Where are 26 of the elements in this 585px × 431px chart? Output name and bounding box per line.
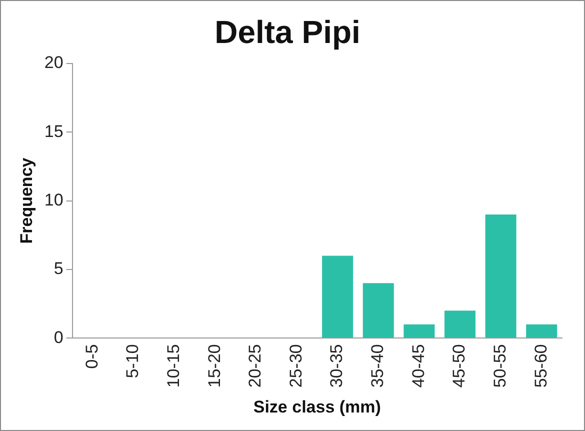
y-axis-title: Frequency [16, 157, 36, 244]
x-tick-label: 35-40 [368, 344, 388, 388]
x-tick-label: 45-50 [450, 344, 469, 388]
bar [485, 214, 516, 338]
x-tick-label: 5-10 [123, 344, 142, 378]
x-tick-label: 50-55 [490, 344, 510, 388]
x-axis-title: Size class (mm) [253, 397, 381, 416]
x-tick-label: 10-15 [164, 344, 184, 388]
y-tick-label: 0 [54, 328, 64, 347]
bar [362, 283, 394, 338]
y-tick-label: 5 [54, 259, 64, 278]
bar [444, 310, 476, 338]
y-tick-label: 20 [44, 53, 64, 72]
bar [526, 324, 558, 338]
chart-title: Delta Pipi [214, 14, 360, 50]
y-tick-label: 10 [44, 190, 64, 210]
x-tick-label: 20-25 [246, 344, 265, 388]
x-tick-label: 0-5 [82, 344, 102, 369]
x-tick-label: 55-60 [531, 344, 550, 388]
x-tick-label: 15-20 [204, 344, 224, 388]
bar [404, 324, 435, 338]
y-tick-label: 15 [44, 122, 64, 141]
x-tick-label: 25-30 [286, 344, 306, 388]
bar [322, 256, 354, 338]
x-tick-label: 30-35 [327, 344, 346, 388]
x-tick-label: 40-45 [408, 344, 428, 388]
